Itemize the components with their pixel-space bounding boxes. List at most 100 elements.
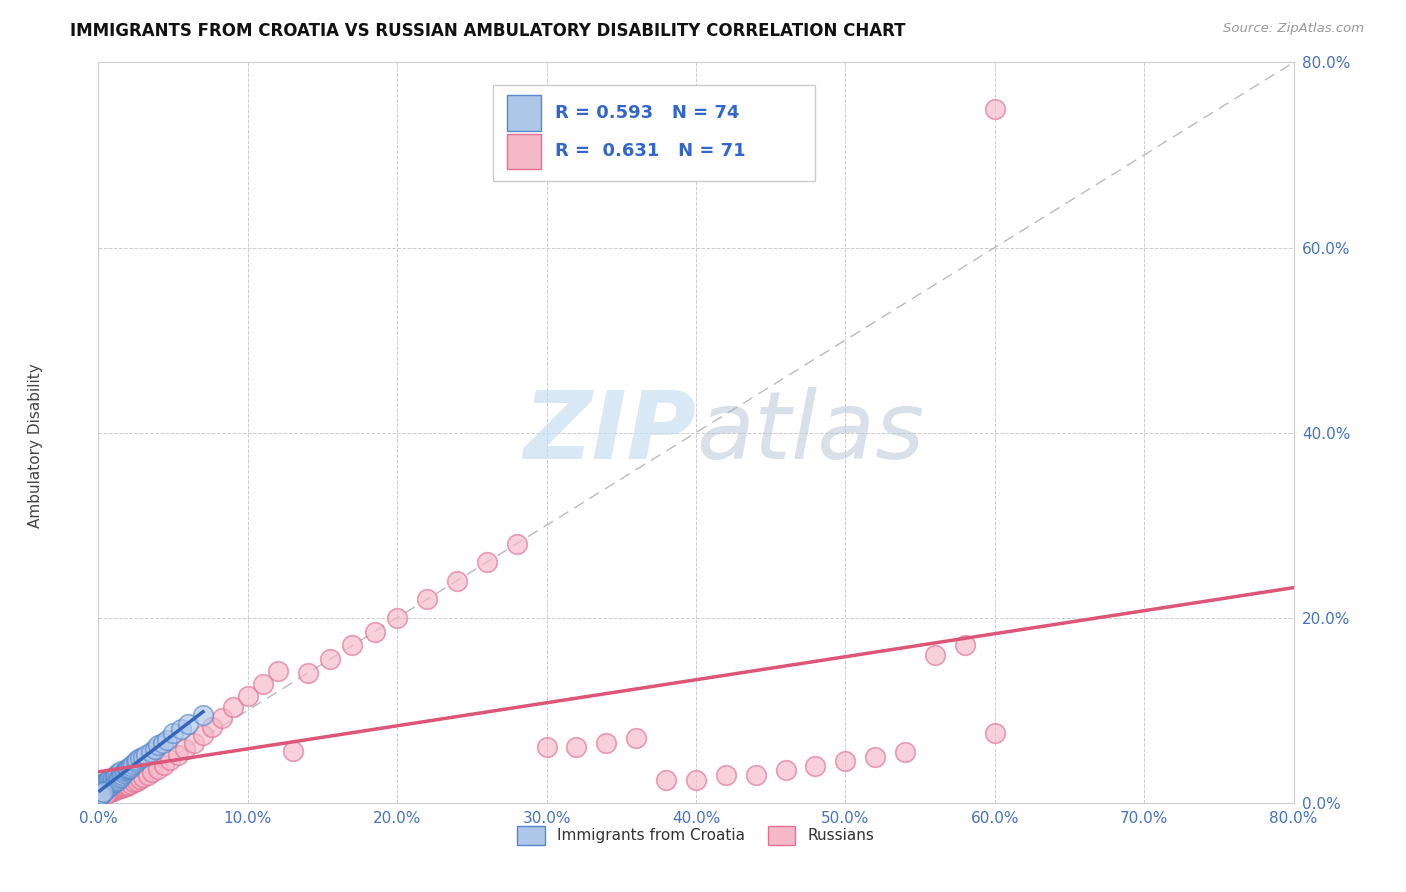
Point (98, 772, 122, 786)
Point (141, 765, 163, 780)
Point (89, 784, 111, 798)
Point (984, 726, 1007, 740)
Point (121, 756, 143, 771)
Text: R = 0.593   N = 74: R = 0.593 N = 74 (555, 103, 740, 122)
Point (834, 754, 856, 768)
Point (98, 785, 122, 799)
Point (110, 770, 132, 784)
Point (89, 780, 111, 795)
Point (108, 771, 131, 785)
Text: Source: ZipAtlas.com: Source: ZipAtlas.com (1223, 22, 1364, 36)
Point (107, 766, 129, 780)
Point (101, 772, 124, 787)
Point (91, 785, 114, 799)
Point (89, 789, 111, 803)
Point (153, 757, 176, 772)
Point (97, 779, 120, 793)
Point (865, 749, 887, 764)
Point (111, 780, 134, 794)
Point (96, 775, 118, 789)
FancyBboxPatch shape (494, 85, 815, 181)
Point (169, 722, 191, 736)
Point (342, 639, 364, 653)
Point (89, 785, 111, 799)
Point (117, 763, 139, 777)
Point (319, 652, 342, 666)
Point (536, 740, 558, 755)
Point (685, 772, 707, 787)
Point (94, 774, 117, 789)
Point (89, 789, 111, 803)
Point (132, 770, 155, 784)
Point (104, 774, 127, 789)
Point (93, 780, 115, 794)
Point (118, 761, 141, 775)
Point (103, 784, 125, 798)
Point (148, 762, 170, 776)
Point (110, 764, 132, 779)
Point (159, 753, 181, 767)
Point (97, 772, 120, 787)
Point (191, 707, 214, 722)
Text: ZIP: ZIP (523, 386, 696, 479)
Point (127, 753, 149, 767)
Point (139, 745, 162, 759)
Point (94, 780, 117, 794)
Point (93, 777, 115, 791)
Point (124, 775, 146, 789)
Point (385, 610, 409, 624)
Point (297, 666, 319, 681)
Point (166, 747, 188, 762)
Text: IMMIGRANTS FROM CROATIA VS RUSSIAN AMBULATORY DISABILITY CORRELATION CHART: IMMIGRANTS FROM CROATIA VS RUSSIAN AMBUL… (70, 22, 905, 40)
Text: atlas: atlas (696, 387, 924, 478)
Point (89, 789, 111, 803)
Point (96, 780, 118, 795)
Point (132, 749, 155, 764)
Point (103, 771, 125, 785)
Point (91, 785, 114, 799)
Point (101, 777, 124, 791)
Point (655, 772, 678, 787)
Point (98, 778, 122, 792)
Point (96, 786, 118, 800)
Point (174, 742, 197, 756)
FancyBboxPatch shape (508, 95, 541, 130)
Point (94, 777, 117, 791)
Point (125, 755, 148, 769)
Point (714, 768, 737, 782)
Point (94, 786, 117, 800)
Point (745, 768, 768, 782)
Point (91, 782, 114, 797)
Point (93, 784, 115, 798)
Point (111, 768, 134, 782)
Point (136, 768, 159, 782)
Point (97, 777, 120, 791)
Point (93, 787, 115, 801)
Point (105, 768, 128, 782)
Point (101, 784, 124, 798)
Point (94, 787, 117, 801)
Text: R =  0.631   N = 71: R = 0.631 N = 71 (555, 143, 745, 161)
Point (177, 717, 200, 731)
Point (89, 781, 111, 796)
Point (565, 740, 588, 755)
Point (183, 736, 205, 750)
Point (108, 780, 131, 795)
Point (105, 781, 128, 796)
Point (107, 781, 129, 796)
Point (211, 711, 233, 725)
Point (120, 758, 142, 772)
Point (114, 764, 136, 779)
Point (804, 758, 827, 772)
Point (252, 677, 274, 691)
Point (894, 745, 917, 759)
Point (91, 779, 114, 793)
Point (90, 788, 112, 802)
Point (112, 780, 135, 794)
Point (117, 778, 139, 792)
Point (90, 789, 112, 803)
Point (475, 555, 498, 569)
Point (626, 731, 648, 745)
Point (152, 736, 174, 750)
Legend: Immigrants from Croatia, Russians: Immigrants from Croatia, Russians (512, 820, 880, 851)
